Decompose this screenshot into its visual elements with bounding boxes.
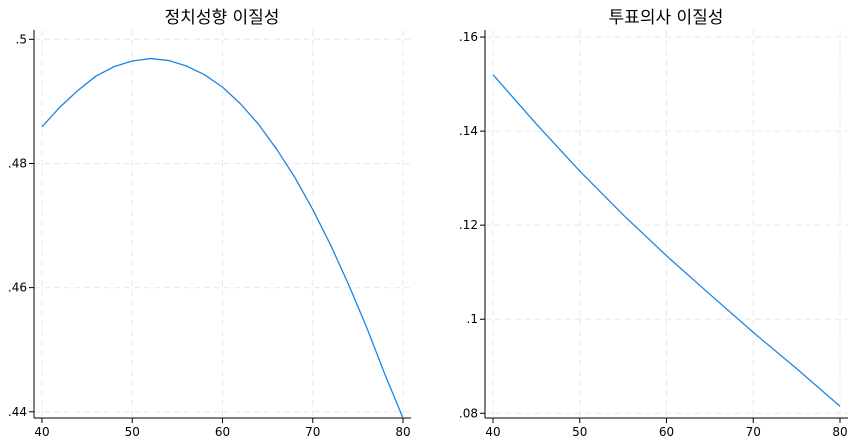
chart-panel-2: .08 .1 .12 .14 .16 40 50 60 70 80 투표의사 이질성 [459, 8, 848, 439]
y-tick-label-3: .5 [16, 32, 27, 46]
x-tick-label-1: 50 [572, 425, 587, 439]
y-tick-label-3: .14 [459, 124, 478, 138]
series-line-0 [492, 74, 841, 407]
y-tick-label-1: .1 [467, 312, 478, 326]
series-line-0 [41, 57, 404, 419]
x-tick-label-2: 60 [215, 425, 230, 439]
chart-panel-1: .44 .46 .48 .5 40 50 60 70 80 정치성향 이질성 [8, 8, 411, 439]
x-tick-label-0: 40 [485, 425, 500, 439]
y-tick-label-1: .46 [8, 281, 27, 295]
x-tick-label-1: 50 [125, 425, 140, 439]
y-tick-label-2: .12 [459, 218, 478, 232]
chart-title: 정치성향 이질성 [165, 8, 280, 28]
x-tick-label-4: 80 [395, 425, 410, 439]
x-tick-label-0: 40 [34, 425, 49, 439]
y-tick-label-4: .16 [459, 30, 478, 44]
chart-title: 투표의사 이질성 [609, 8, 724, 28]
y-tick-label-0: .08 [459, 406, 478, 420]
y-tick-label-2: .48 [8, 156, 27, 170]
x-tick-label-3: 70 [746, 425, 761, 439]
x-tick-label-3: 70 [305, 425, 320, 439]
x-tick-label-2: 60 [659, 425, 674, 439]
x-tick-label-4: 80 [832, 425, 847, 439]
y-tick-label-0: .44 [8, 405, 27, 419]
